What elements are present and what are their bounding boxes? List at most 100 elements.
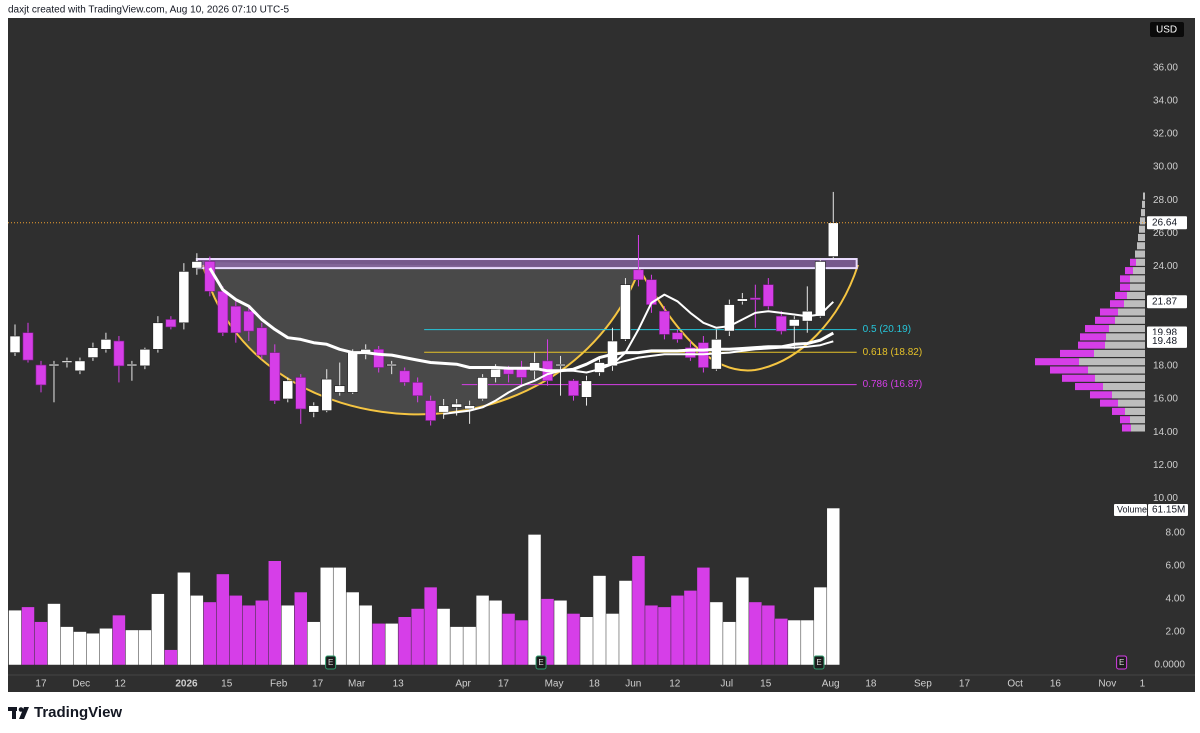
volume-profile-up — [1142, 200, 1145, 208]
volume-bar — [671, 595, 684, 665]
candle-body — [334, 385, 346, 393]
volume-profile-up — [1130, 275, 1145, 283]
volume-profile-down — [1080, 333, 1106, 341]
volume-bar — [411, 608, 424, 665]
fib-label: 0.5 (20.19) — [863, 324, 911, 335]
volume-profile-down — [1120, 283, 1130, 291]
candle-body — [451, 403, 462, 408]
ma-value-label-box — [1147, 295, 1187, 309]
volume-bar — [268, 561, 282, 665]
candle-body — [503, 368, 514, 375]
volume-bar — [359, 605, 372, 665]
volume-profile-down — [1085, 325, 1109, 333]
candle-body — [87, 347, 99, 358]
volume-profile-up — [1143, 192, 1145, 200]
candle-body — [243, 310, 255, 332]
volume-bar — [489, 600, 502, 665]
volume-profile-up — [1137, 242, 1145, 250]
volume-profile-up — [1103, 383, 1145, 391]
volume-bar — [99, 628, 113, 665]
volume-bar — [684, 590, 697, 665]
candle-body — [61, 360, 73, 363]
volume-bar — [814, 587, 827, 665]
candle-body — [775, 315, 787, 332]
volume-bar — [801, 620, 814, 665]
volume-profile-up — [1130, 283, 1145, 291]
earnings-marker — [325, 655, 337, 670]
volume-bar — [307, 621, 320, 665]
volume-bar — [125, 630, 139, 665]
volume-profile-up — [1125, 407, 1145, 415]
volume-profile-down — [1115, 291, 1127, 299]
resistance-box — [195, 258, 858, 270]
volume-profile-down — [1130, 258, 1136, 266]
candle-body — [308, 405, 320, 413]
volume-bar — [619, 580, 632, 665]
volume-bar — [255, 600, 269, 665]
currency-box — [1150, 22, 1184, 37]
cup-curve — [202, 264, 641, 416]
handle-curve — [639, 264, 859, 372]
footer-logo-text: TradingView — [34, 704, 122, 721]
volume-profile-up — [1105, 341, 1145, 349]
volume-bar — [229, 595, 243, 665]
ma-value-label-box — [1147, 334, 1187, 348]
y-tick-label: 12.00 — [1153, 460, 1178, 471]
candle-body — [295, 377, 307, 410]
volume-bar — [47, 603, 61, 665]
x-tick-label: Nov — [1098, 679, 1116, 690]
candle-body — [568, 380, 579, 396]
volume-bar — [398, 617, 411, 665]
candle-body — [386, 363, 398, 367]
volume-profile-down — [1078, 341, 1105, 349]
volume-profile-up — [1118, 308, 1145, 316]
logo-stem — [12, 707, 16, 719]
y-tick-label: 18.00 — [1153, 360, 1178, 371]
volume-bar — [567, 613, 580, 665]
volume-profile-down — [1125, 267, 1133, 275]
candle-body — [152, 322, 164, 350]
volume-profile-up — [1115, 316, 1145, 324]
last-price-label-box — [1147, 216, 1187, 230]
volume-bar — [346, 592, 359, 665]
header-text: daxjt created with TradingView.com, Aug … — [8, 5, 290, 16]
volume-bar — [372, 623, 385, 665]
y2-tick-label: 4.00 — [1166, 594, 1186, 605]
earnings-marker — [535, 655, 547, 670]
volume-bar — [606, 613, 619, 665]
candle-body — [230, 305, 242, 334]
y-tick-label: 24.00 — [1153, 261, 1178, 272]
candle-body — [74, 360, 86, 372]
candle-body — [490, 368, 501, 378]
x-tick-label: 15 — [221, 679, 233, 690]
volume-bar — [86, 633, 100, 665]
volume-profile-down — [1060, 349, 1094, 357]
candle-body — [256, 327, 268, 356]
candle-body — [126, 363, 138, 367]
volume-bar — [775, 618, 788, 665]
y2-tick-label: 8.00 — [1166, 528, 1186, 539]
candle-body — [321, 378, 333, 411]
moving-average — [599, 340, 834, 367]
volume-bar — [216, 574, 230, 665]
volume-bar — [658, 607, 671, 665]
volume-bar — [294, 592, 307, 665]
candle-body — [282, 380, 294, 400]
volume-bar — [697, 567, 710, 665]
y-tick-label: 34.00 — [1153, 95, 1178, 106]
volume-bar — [333, 567, 346, 665]
candle-body — [100, 339, 112, 350]
candle-body — [217, 291, 229, 334]
volume-profile-down — [1050, 366, 1088, 374]
volume-profile-up — [1136, 258, 1145, 266]
volume-profile-up — [1118, 399, 1145, 407]
candle-body — [633, 269, 644, 281]
candle-body — [555, 363, 566, 367]
volume-bar — [554, 600, 567, 665]
candle-body — [269, 352, 281, 401]
volume-bar — [632, 556, 645, 665]
volume-profile-up — [1138, 233, 1145, 242]
x-tick-label: Aug — [822, 679, 840, 690]
volume-bar — [593, 575, 606, 665]
